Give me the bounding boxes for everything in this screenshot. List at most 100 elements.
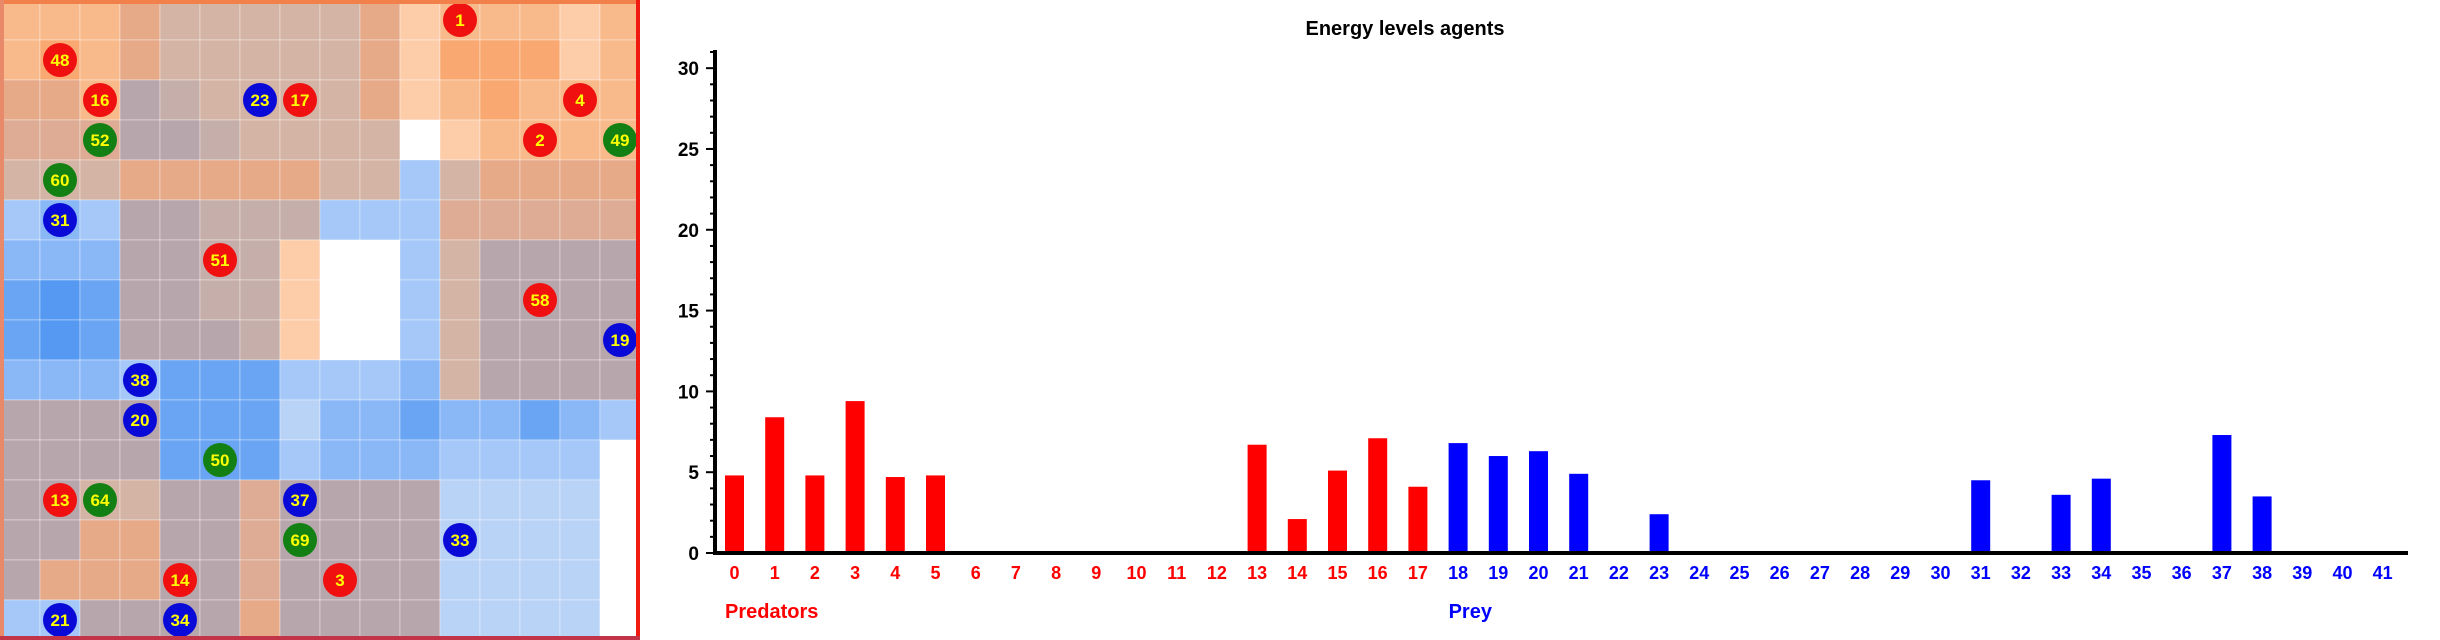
grid-cell[interactable] (519, 519, 561, 561)
agent-prey[interactable]: 19 (603, 323, 637, 357)
agent-plant[interactable]: 64 (83, 483, 117, 517)
grid-cell[interactable] (519, 359, 561, 401)
agent-plant[interactable]: 50 (203, 443, 237, 477)
grid-cell[interactable] (279, 599, 321, 640)
grid-cell[interactable] (119, 0, 161, 41)
grid-cell[interactable] (199, 39, 241, 81)
grid-cell[interactable] (559, 119, 601, 161)
grid-cell[interactable] (399, 0, 441, 41)
grid-cell[interactable] (519, 559, 561, 601)
grid-cell[interactable] (119, 599, 161, 640)
grid-cell[interactable] (359, 239, 401, 281)
grid-cell[interactable] (39, 319, 81, 361)
grid-cell[interactable] (319, 479, 361, 521)
grid-cell[interactable] (79, 279, 121, 321)
grid-cell[interactable] (359, 39, 401, 81)
grid-cell[interactable] (399, 599, 441, 640)
grid-cell[interactable] (519, 319, 561, 361)
agent-predator[interactable]: 58 (523, 283, 557, 317)
grid-cell[interactable] (439, 79, 481, 121)
grid-cell[interactable] (159, 319, 201, 361)
grid-cell[interactable] (359, 359, 401, 401)
grid-cell[interactable] (599, 79, 640, 121)
grid-cell[interactable] (39, 439, 81, 481)
grid-cell[interactable] (199, 159, 241, 201)
grid-cell[interactable] (559, 0, 601, 41)
grid-cell[interactable] (279, 159, 321, 201)
grid-cell[interactable] (399, 479, 441, 521)
agent-prey[interactable]: 23 (243, 83, 277, 117)
grid-cell[interactable] (159, 279, 201, 321)
simulation-grid[interactable]: 1 48 16 23 17 4 52 2 49 60 31 51 58 19 38 20 50 13 64 37 69 3… (0, 0, 640, 640)
grid-cell[interactable] (479, 239, 521, 281)
grid-cell[interactable] (0, 39, 41, 81)
grid-cell[interactable] (359, 279, 401, 321)
grid-cell[interactable] (239, 399, 281, 441)
grid-cell[interactable] (239, 439, 281, 481)
grid-cell[interactable] (159, 479, 201, 521)
grid-cell[interactable] (0, 239, 41, 281)
grid-cell[interactable] (439, 439, 481, 481)
grid-cell[interactable] (79, 359, 121, 401)
grid-cell[interactable] (159, 239, 201, 281)
grid-cell[interactable] (319, 599, 361, 640)
grid-cell[interactable] (599, 239, 640, 281)
grid-cell[interactable] (319, 39, 361, 81)
grid-cell[interactable] (39, 399, 81, 441)
grid-cell[interactable] (239, 559, 281, 601)
grid-cell[interactable] (239, 199, 281, 241)
grid-cell[interactable] (199, 319, 241, 361)
grid-cell[interactable] (559, 159, 601, 201)
grid-cell[interactable] (519, 199, 561, 241)
grid-cell[interactable] (79, 559, 121, 601)
grid-cell[interactable] (399, 439, 441, 481)
grid-cell[interactable] (479, 519, 521, 561)
grid-cell[interactable] (0, 479, 41, 521)
grid-cell[interactable] (119, 279, 161, 321)
grid-cell[interactable] (519, 159, 561, 201)
grid-cell[interactable] (239, 519, 281, 561)
grid-cell[interactable] (279, 199, 321, 241)
grid-cell[interactable] (39, 239, 81, 281)
grid-cell[interactable] (119, 239, 161, 281)
grid-cell[interactable] (559, 279, 601, 321)
grid-cell[interactable] (0, 119, 41, 161)
grid-cell[interactable] (479, 39, 521, 81)
grid-cell[interactable] (559, 599, 601, 640)
grid-cell[interactable] (119, 39, 161, 81)
grid-cell[interactable] (319, 239, 361, 281)
grid-cell[interactable] (119, 119, 161, 161)
grid-cell[interactable] (199, 479, 241, 521)
grid-cell[interactable] (159, 79, 201, 121)
agent-predator[interactable]: 14 (163, 563, 197, 597)
grid-cell[interactable] (439, 359, 481, 401)
grid-cell[interactable] (479, 79, 521, 121)
grid-cell[interactable] (319, 319, 361, 361)
grid-cell[interactable] (479, 319, 521, 361)
grid-cell[interactable] (0, 79, 41, 121)
grid-cell[interactable] (399, 239, 441, 281)
grid-cell[interactable] (79, 519, 121, 561)
agent-predator[interactable]: 51 (203, 243, 237, 277)
agent-plant[interactable]: 69 (283, 523, 317, 557)
grid-cell[interactable] (359, 519, 401, 561)
grid-cell[interactable] (599, 199, 640, 241)
grid-cell[interactable] (319, 399, 361, 441)
grid-cell[interactable] (359, 199, 401, 241)
grid-cell[interactable] (239, 319, 281, 361)
grid-cell[interactable] (239, 239, 281, 281)
grid-cell[interactable] (479, 359, 521, 401)
agent-predator[interactable]: 2 (523, 123, 557, 157)
grid-cell[interactable] (559, 399, 601, 441)
grid-cell[interactable] (559, 39, 601, 81)
grid-cell[interactable] (479, 199, 521, 241)
grid-cell[interactable] (159, 439, 201, 481)
grid-cell[interactable] (159, 0, 201, 41)
grid-cell[interactable] (519, 399, 561, 441)
grid-cell[interactable] (79, 399, 121, 441)
grid-cell[interactable] (0, 559, 41, 601)
grid-cell[interactable] (599, 279, 640, 321)
agent-predator[interactable]: 1 (443, 3, 477, 37)
grid-cell[interactable] (279, 439, 321, 481)
grid-cell[interactable] (0, 279, 41, 321)
